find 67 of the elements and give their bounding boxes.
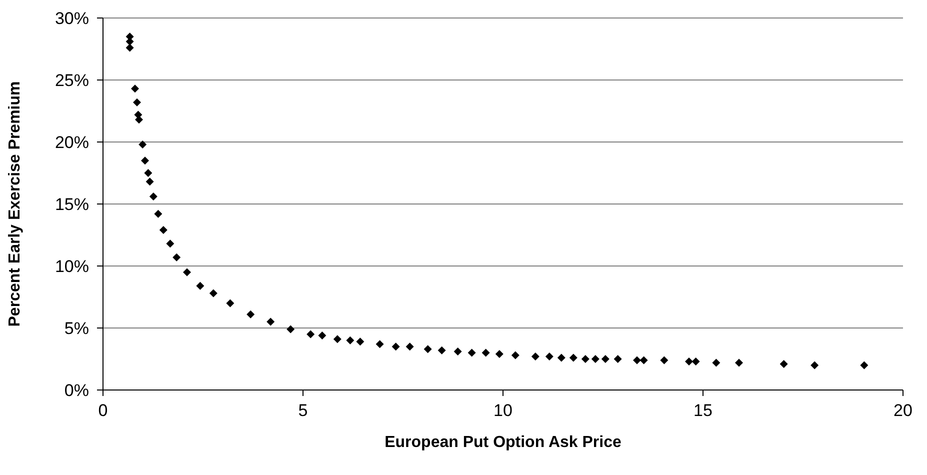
point <box>126 44 134 52</box>
point <box>131 84 139 93</box>
point <box>614 355 622 363</box>
x-tick-label: 20 <box>894 401 912 420</box>
point <box>166 240 174 248</box>
point <box>438 346 446 354</box>
point <box>468 348 476 357</box>
point <box>454 348 462 356</box>
point <box>424 345 432 354</box>
point <box>406 342 414 351</box>
point <box>712 358 720 367</box>
point <box>226 299 234 308</box>
point <box>640 356 648 364</box>
point <box>860 361 868 370</box>
y-tick-label: 10% <box>54 257 89 276</box>
point <box>144 169 152 177</box>
y-axis-title: Percent Early Exercise Premium <box>6 81 24 327</box>
y-tick-label: 25% <box>54 71 89 90</box>
point <box>306 330 315 338</box>
point <box>333 335 342 344</box>
point <box>531 352 540 361</box>
point <box>601 355 610 363</box>
x-tick-label: 0 <box>98 401 108 420</box>
y-tick-label: 5% <box>64 319 89 338</box>
x-axis-title: European Put Option Ask Price <box>384 434 622 451</box>
point <box>356 338 364 346</box>
point <box>735 358 743 367</box>
point <box>569 354 578 362</box>
point <box>591 355 600 363</box>
point <box>154 210 162 218</box>
point <box>149 192 158 201</box>
point <box>545 352 554 361</box>
point <box>133 98 141 106</box>
point <box>141 156 149 165</box>
point <box>780 360 788 368</box>
y-tick-label: 15% <box>54 195 89 214</box>
point <box>286 325 295 334</box>
x-tick-label: 10 <box>494 401 512 420</box>
y-tick-label: 0% <box>64 381 89 400</box>
point <box>685 357 693 366</box>
point <box>392 342 400 351</box>
point <box>581 355 590 363</box>
point <box>146 178 154 186</box>
y-tick-label: 20% <box>54 133 89 152</box>
point <box>660 356 668 364</box>
y-tick-label: 30% <box>54 9 89 28</box>
point <box>135 116 143 124</box>
point <box>183 268 191 276</box>
point <box>172 253 181 262</box>
point <box>196 282 204 290</box>
point <box>810 361 819 370</box>
point <box>633 356 641 364</box>
point <box>246 310 255 318</box>
point <box>482 348 490 357</box>
point <box>138 140 147 148</box>
point <box>318 331 326 340</box>
point <box>159 226 168 234</box>
x-tick-label: 5 <box>298 401 308 420</box>
point <box>495 350 504 358</box>
point <box>376 340 384 348</box>
point <box>557 354 566 362</box>
point <box>209 289 218 298</box>
point <box>511 351 520 360</box>
point <box>346 336 354 344</box>
x-tick-label: 15 <box>694 401 712 420</box>
point <box>692 357 700 366</box>
point <box>266 318 275 326</box>
